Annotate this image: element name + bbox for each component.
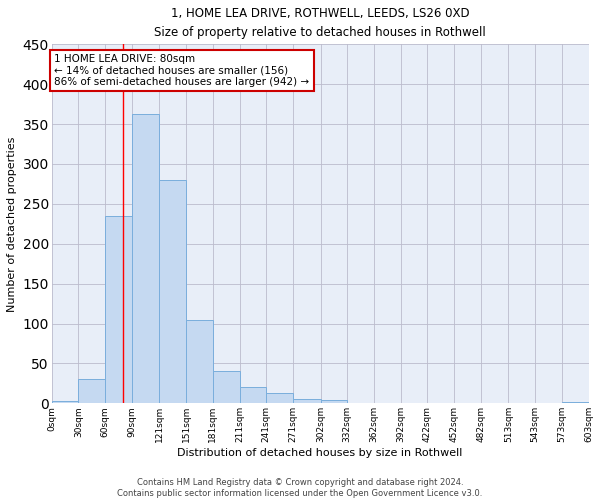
Bar (266, 393, 293, 404)
Text: Contains HM Land Registry data © Crown copyright and database right 2024.
Contai: Contains HM Land Registry data © Crown c… (118, 478, 482, 498)
Bar (132, 114, 160, 404)
Bar (320, 400, 347, 404)
X-axis label: Distribution of detached houses by size in Rothwell: Distribution of detached houses by size … (178, 448, 463, 458)
Bar (293, 398, 320, 404)
Bar (79, 380, 105, 404)
Bar (454, 402, 481, 404)
Bar (562, 402, 589, 404)
Bar (160, 180, 186, 404)
Bar (239, 388, 266, 404)
Bar (52, 401, 79, 404)
Bar (186, 320, 213, 404)
Bar (213, 372, 239, 404)
Bar (347, 402, 374, 404)
Y-axis label: Number of detached properties: Number of detached properties (7, 136, 17, 312)
Title: 1, HOME LEA DRIVE, ROTHWELL, LEEDS, LS26 0XD
Size of property relative to detach: 1, HOME LEA DRIVE, ROTHWELL, LEEDS, LS26… (154, 7, 486, 39)
Bar (105, 216, 132, 404)
Text: 1 HOME LEA DRIVE: 80sqm
← 14% of detached houses are smaller (156)
86% of semi-d: 1 HOME LEA DRIVE: 80sqm ← 14% of detache… (55, 54, 310, 87)
